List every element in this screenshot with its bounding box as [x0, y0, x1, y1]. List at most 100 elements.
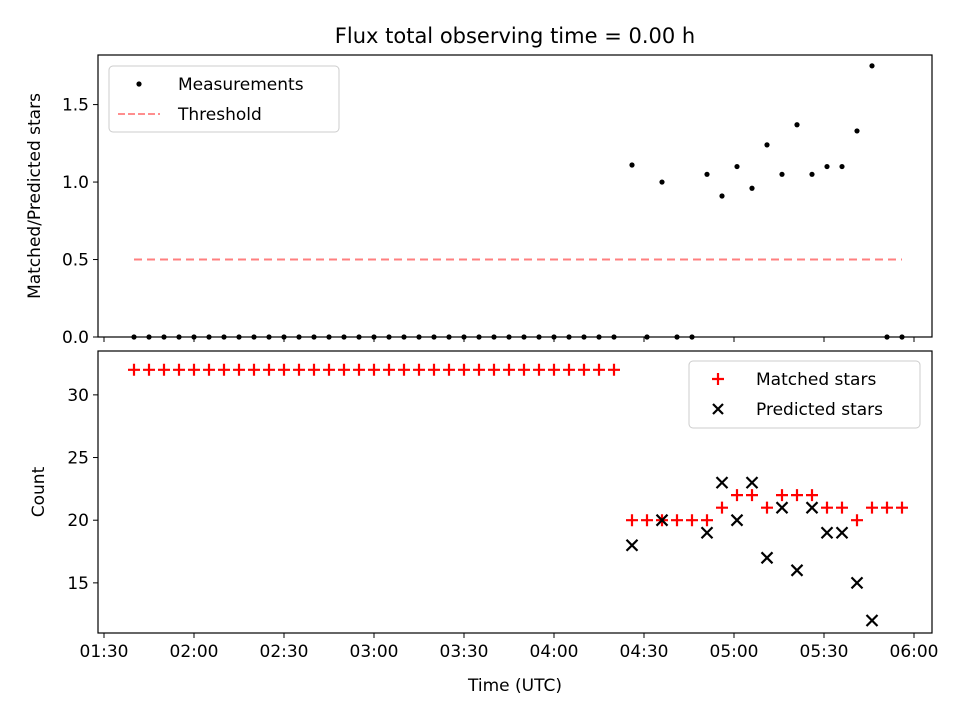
predicted-stars-point — [775, 501, 789, 514]
matched-stars-point — [473, 363, 485, 376]
measurements-point — [839, 163, 845, 170]
matched-stars-point — [701, 514, 713, 527]
matched-stars-point — [338, 363, 350, 376]
top-y-axis-label: Matched/Predicted stars — [25, 93, 45, 299]
measurements-point — [146, 334, 152, 340]
predicted-stars-point — [850, 576, 864, 590]
matched-stars-point — [293, 363, 305, 376]
matched-stars-point — [128, 363, 140, 376]
measurements-point — [596, 334, 602, 340]
matched-stars-point — [821, 501, 833, 514]
matched-stars-point — [548, 363, 560, 376]
y-tick-label: 15 — [67, 574, 89, 594]
measurements-point — [719, 193, 725, 199]
predicted-stars-point — [790, 564, 804, 577]
measurements-point — [764, 142, 770, 148]
x-tick-label: 06:00 — [890, 642, 939, 662]
measurements-point — [356, 334, 362, 340]
measurements-point — [311, 334, 317, 340]
matched-stars-point — [563, 363, 575, 376]
matched-stars-point — [761, 501, 773, 514]
matched-stars-point — [173, 363, 185, 376]
measurements-point — [536, 334, 542, 340]
measurements-point — [854, 128, 860, 134]
x-tick-label: 04:00 — [530, 642, 579, 662]
matched-stars-point — [158, 363, 170, 376]
y-tick-label: 1.5 — [62, 96, 89, 116]
legend-predicted-marker — [712, 403, 724, 415]
matched-stars-point — [458, 363, 470, 376]
measurements-point — [206, 334, 212, 340]
bottom-plot-frame — [97, 350, 933, 634]
top-legend: Measurements Threshold — [108, 65, 340, 133]
measurements-point — [191, 334, 197, 340]
x-tick-label: 03:30 — [440, 642, 489, 662]
x-tick-label: 04:30 — [620, 642, 669, 662]
matched-stars-point — [776, 489, 788, 502]
predicted-stars-point — [805, 501, 819, 514]
matched-stars-point — [248, 363, 260, 376]
legend-matched-marker — [712, 373, 724, 385]
matched-stars-point — [218, 363, 230, 376]
x-axis-label: Time (UTC) — [467, 676, 562, 696]
matched-stars-point — [278, 363, 290, 376]
predicted-stars-point — [820, 526, 834, 540]
matched-stars-point — [443, 363, 455, 376]
measurements-point — [461, 334, 467, 340]
y-tick-label: 30 — [67, 386, 89, 406]
measurements-point — [779, 171, 785, 177]
measurements-point — [161, 334, 167, 340]
matched-stars-point — [881, 501, 893, 514]
matched-stars-point — [428, 363, 440, 376]
matched-stars-point — [323, 363, 335, 376]
matched-stars-point — [716, 501, 728, 514]
measurements-point — [131, 334, 137, 340]
predicted-stars-point — [835, 526, 849, 540]
measurements-point — [824, 163, 830, 170]
measurements-point — [794, 122, 800, 128]
measurements-point — [236, 334, 242, 340]
measurements-point — [899, 334, 905, 340]
predicted-stars-point — [730, 513, 744, 527]
matched-stars-point — [188, 363, 200, 376]
measurements-point — [281, 334, 287, 340]
chart-title: Flux total observing time = 0.00 h — [335, 24, 695, 48]
bottom-legend: Matched stars Predicted stars — [688, 360, 921, 429]
predicted-stars-point — [760, 551, 774, 565]
matched-stars-point — [851, 514, 863, 527]
measurements-point — [401, 334, 407, 340]
matched-stars-point — [626, 514, 638, 527]
measurements-point — [341, 334, 347, 340]
measurements-point — [176, 334, 182, 340]
matched-stars-point — [488, 363, 500, 376]
matched-stars-point — [503, 363, 515, 376]
legend-threshold-label: Threshold — [177, 105, 262, 125]
top-y-ticks: 0.0 0.5 1.0 1.5 — [62, 96, 98, 348]
top-legend-box — [108, 65, 340, 133]
x-tick-label: 02:30 — [260, 642, 309, 662]
matched-stars-point — [398, 363, 410, 376]
matched-stars-point — [608, 363, 620, 376]
matched-stars-point — [731, 489, 743, 502]
matched-stars-point — [533, 363, 545, 376]
matched-stars-point — [143, 363, 155, 376]
y-tick-label: 0.5 — [62, 251, 89, 271]
matched-stars-point — [233, 363, 245, 376]
matched-stars-point — [353, 363, 365, 376]
matched-stars-point — [806, 489, 818, 502]
predicted-stars-point — [700, 526, 714, 540]
x-tick-label: 02:00 — [170, 642, 219, 662]
matched-stars-point — [413, 363, 425, 376]
matched-stars-point — [518, 363, 530, 376]
matched-stars-point — [791, 489, 803, 502]
measurements-point — [689, 334, 695, 340]
bottom-y-axis-label: Count — [29, 466, 49, 517]
matched-stars-point — [593, 363, 605, 376]
matched-stars-point — [686, 514, 698, 527]
measurements-point — [659, 179, 665, 185]
measurements-point — [809, 171, 815, 177]
measurements-point — [566, 334, 572, 340]
matched-stars-point — [308, 363, 320, 376]
measurements-point — [371, 334, 377, 340]
